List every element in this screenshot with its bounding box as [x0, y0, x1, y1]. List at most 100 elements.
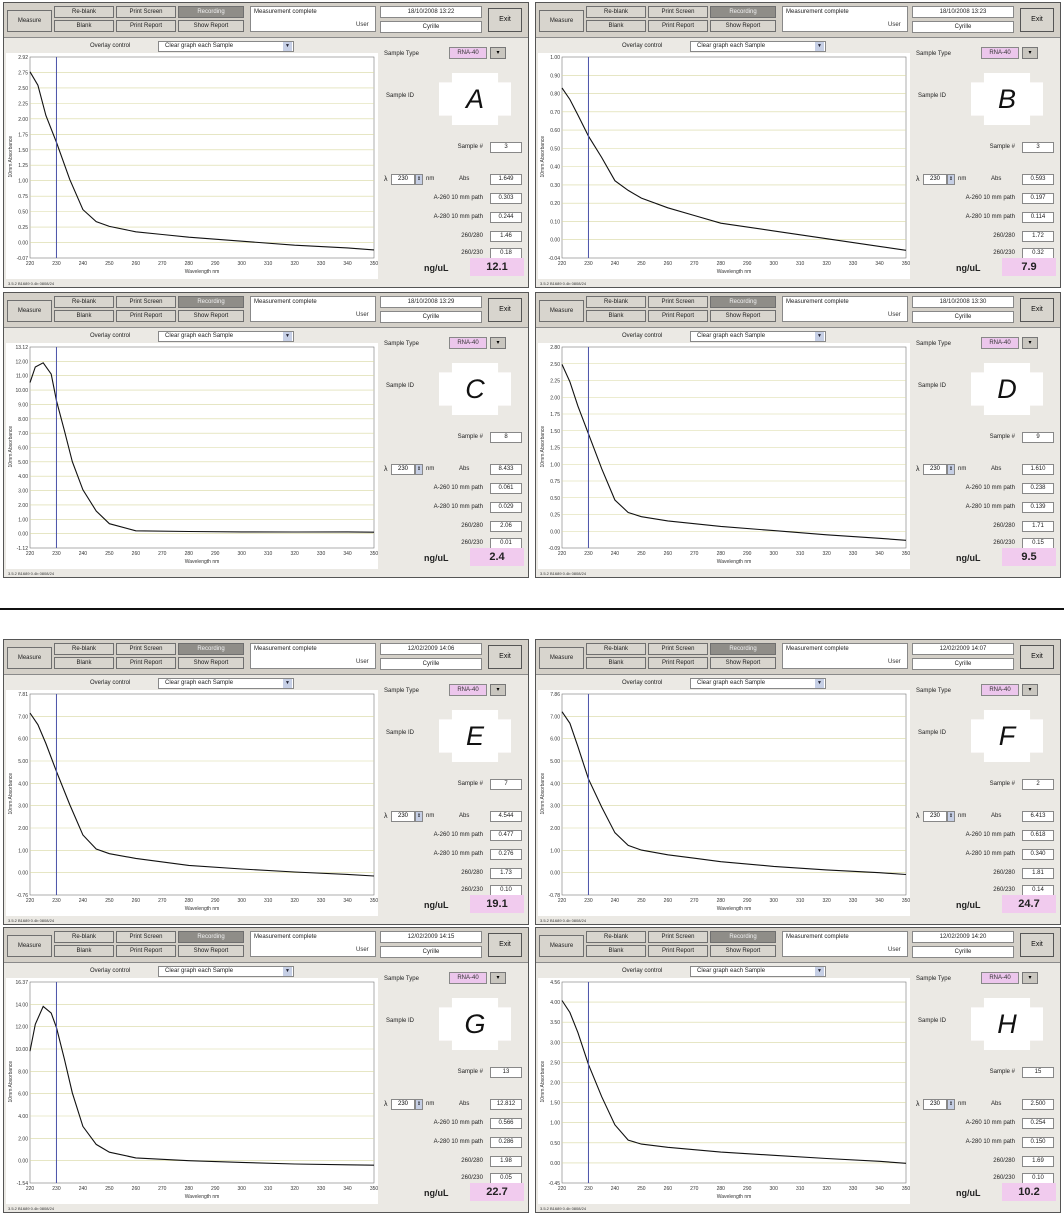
exit-button[interactable]: Exit [1020, 933, 1054, 957]
lambda-input[interactable]: 230 [923, 464, 947, 475]
sample-id-field[interactable]: F [971, 710, 1043, 762]
sample-id-field[interactable]: A [439, 73, 511, 125]
sample-type-value[interactable]: RNA-40 [981, 47, 1019, 59]
measure-button[interactable]: Measure [539, 300, 584, 322]
lambda-input[interactable]: 230 [391, 464, 415, 475]
lambda-input[interactable]: 230 [391, 1099, 415, 1110]
sample-type-value[interactable]: RNA-40 [449, 684, 487, 696]
recording-button[interactable]: Recording [710, 643, 776, 655]
chevron-down-icon[interactable]: ▼ [815, 967, 824, 976]
reblank-button[interactable]: Re-blank [54, 643, 114, 655]
exit-button[interactable]: Exit [488, 298, 522, 322]
sample-id-field[interactable]: B [971, 73, 1043, 125]
blank-button[interactable]: Blank [54, 945, 114, 957]
recording-button[interactable]: Recording [710, 6, 776, 18]
print-screen-button[interactable]: Print Screen [648, 6, 708, 18]
lambda-input[interactable]: 230 [923, 174, 947, 185]
absorbance-chart[interactable]: 16.37 14.00 12.00 10.00 8.00 6.00 4.00 2.00 0.00… [6, 978, 378, 1204]
reblank-button[interactable]: Re-blank [54, 931, 114, 943]
overlay-control-select[interactable]: Clear graph each Sample ▼ [158, 966, 294, 977]
print-report-button[interactable]: Print Report [648, 945, 708, 957]
overlay-control-select[interactable]: Clear graph each Sample ▼ [690, 41, 826, 52]
measure-button[interactable]: Measure [7, 10, 52, 32]
show-report-button[interactable]: Show Report [710, 20, 776, 32]
sample-type-value[interactable]: RNA-40 [449, 337, 487, 349]
print-report-button[interactable]: Print Report [648, 657, 708, 669]
absorbance-chart[interactable]: 4.56 4.00 3.50 3.00 2.50 2.00 1.50 1.00 0.50 0.00… [538, 978, 910, 1204]
exit-button[interactable]: Exit [488, 933, 522, 957]
chevron-down-icon[interactable]: ▼ [283, 679, 292, 688]
sample-type-value[interactable]: RNA-40 [981, 972, 1019, 984]
blank-button[interactable]: Blank [586, 20, 646, 32]
sample-id-field[interactable]: D [971, 363, 1043, 415]
print-report-button[interactable]: Print Report [648, 310, 708, 322]
blank-button[interactable]: Blank [586, 310, 646, 322]
sample-id-field[interactable]: C [439, 363, 511, 415]
measure-button[interactable]: Measure [539, 935, 584, 957]
show-report-button[interactable]: Show Report [710, 310, 776, 322]
sample-type-button[interactable]: ▾ [1022, 972, 1038, 984]
recording-button[interactable]: Recording [178, 931, 244, 943]
print-report-button[interactable]: Print Report [116, 310, 176, 322]
spinner-icon[interactable]: ⇕ [947, 1099, 955, 1110]
overlay-control-select[interactable]: Clear graph each Sample ▼ [158, 678, 294, 689]
show-report-button[interactable]: Show Report [710, 657, 776, 669]
blank-button[interactable]: Blank [54, 20, 114, 32]
measure-button[interactable]: Measure [539, 10, 584, 32]
sample-id-field[interactable]: E [439, 710, 511, 762]
show-report-button[interactable]: Show Report [178, 310, 244, 322]
sample-type-value[interactable]: RNA-40 [449, 972, 487, 984]
chevron-down-icon[interactable]: ▼ [283, 42, 292, 51]
spinner-icon[interactable]: ⇕ [415, 1099, 423, 1110]
overlay-control-select[interactable]: Clear graph each Sample ▼ [158, 331, 294, 342]
lambda-input[interactable]: 230 [391, 811, 415, 822]
chevron-down-icon[interactable]: ▼ [283, 332, 292, 341]
absorbance-chart[interactable]: 2.92 2.75 2.50 2.25 2.00 1.75 1.50 1.25 1.00 0.75… [6, 53, 378, 279]
lambda-input[interactable]: 230 [923, 811, 947, 822]
recording-button[interactable]: Recording [710, 931, 776, 943]
absorbance-chart[interactable]: 1.00 0.90 0.80 0.70 0.60 0.50 0.40 0.30 0.20 0.10… [538, 53, 910, 279]
recording-button[interactable]: Recording [178, 6, 244, 18]
sample-type-button[interactable]: ▾ [1022, 47, 1038, 59]
blank-button[interactable]: Blank [586, 657, 646, 669]
absorbance-chart[interactable]: 7.81 7.00 6.00 5.00 4.00 3.00 2.00 1.00 0.00 -0.7… [6, 690, 378, 916]
measure-button[interactable]: Measure [7, 935, 52, 957]
recording-button[interactable]: Recording [178, 643, 244, 655]
sample-id-field[interactable]: G [439, 998, 511, 1050]
chevron-down-icon[interactable]: ▼ [815, 332, 824, 341]
overlay-control-select[interactable]: Clear graph each Sample ▼ [690, 678, 826, 689]
sample-type-value[interactable]: RNA-40 [449, 47, 487, 59]
spinner-icon[interactable]: ⇕ [947, 464, 955, 475]
print-screen-button[interactable]: Print Screen [116, 6, 176, 18]
sample-type-value[interactable]: RNA-40 [981, 684, 1019, 696]
print-screen-button[interactable]: Print Screen [116, 643, 176, 655]
show-report-button[interactable]: Show Report [178, 945, 244, 957]
measure-button[interactable]: Measure [7, 647, 52, 669]
spinner-icon[interactable]: ⇕ [415, 464, 423, 475]
print-screen-button[interactable]: Print Screen [648, 296, 708, 308]
sample-type-button[interactable]: ▾ [490, 972, 506, 984]
sample-type-button[interactable]: ▾ [490, 337, 506, 349]
print-screen-button[interactable]: Print Screen [648, 643, 708, 655]
lambda-input[interactable]: 230 [923, 1099, 947, 1110]
sample-type-value[interactable]: RNA-40 [981, 337, 1019, 349]
show-report-button[interactable]: Show Report [178, 20, 244, 32]
chevron-down-icon[interactable]: ▼ [815, 42, 824, 51]
recording-button[interactable]: Recording [710, 296, 776, 308]
print-report-button[interactable]: Print Report [116, 657, 176, 669]
reblank-button[interactable]: Re-blank [586, 643, 646, 655]
blank-button[interactable]: Blank [54, 310, 114, 322]
spinner-icon[interactable]: ⇕ [947, 174, 955, 185]
absorbance-chart[interactable]: 2.80 2.50 2.25 2.00 1.75 1.50 1.25 1.00 0.75 0.50… [538, 343, 910, 569]
spinner-icon[interactable]: ⇕ [947, 811, 955, 822]
show-report-button[interactable]: Show Report [710, 945, 776, 957]
sample-type-button[interactable]: ▾ [1022, 684, 1038, 696]
lambda-input[interactable]: 230 [391, 174, 415, 185]
absorbance-chart[interactable]: 13.12 12.00 11.00 10.00 9.00 8.00 7.00 6.00 5.00… [6, 343, 378, 569]
sample-type-button[interactable]: ▾ [490, 47, 506, 59]
recording-button[interactable]: Recording [178, 296, 244, 308]
overlay-control-select[interactable]: Clear graph each Sample ▼ [690, 966, 826, 977]
measure-button[interactable]: Measure [7, 300, 52, 322]
print-screen-button[interactable]: Print Screen [116, 296, 176, 308]
print-screen-button[interactable]: Print Screen [116, 931, 176, 943]
